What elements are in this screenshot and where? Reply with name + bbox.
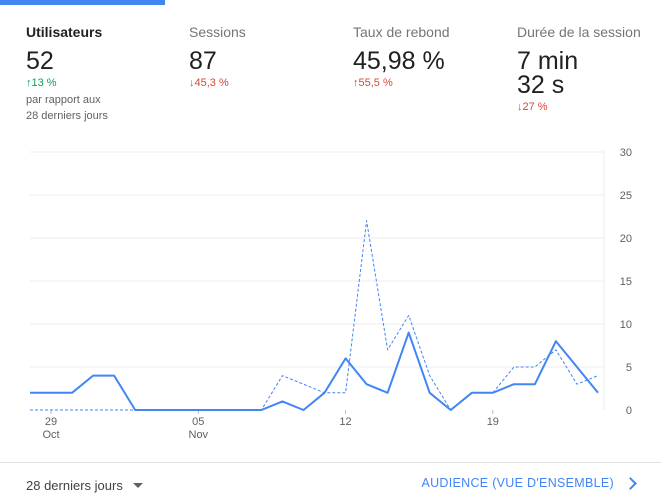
date-range-label: 28 derniers jours	[26, 478, 123, 493]
x-tick-month: Oct	[42, 429, 59, 441]
y-axis-ticks: 0 5 10 15 20 25 30	[620, 147, 632, 417]
arrow-up-icon: ↑	[26, 77, 32, 89]
card-footer: 28 derniers jours AUDIENCE (VUE D'ENSEMB…	[0, 463, 661, 503]
chevron-right-icon	[624, 476, 637, 490]
x-tick-month: Nov	[189, 429, 209, 441]
metric-change: ↓45,3 %	[189, 77, 229, 89]
metric-value: 87	[189, 47, 217, 75]
x-tick-day: 29	[45, 416, 57, 428]
arrow-up-icon: ↑	[353, 77, 359, 89]
users-line-chart: 0 5 10 15 20 25 30 29 Oct 05 Nov 12 19	[0, 140, 661, 450]
metric-label: Sessions	[189, 24, 246, 40]
grid-lines	[30, 150, 605, 410]
metric-change: ↑13 %	[26, 77, 57, 89]
metric-label: Taux de rebond	[353, 24, 450, 40]
metric-tab-bounce-rate[interactable]: Taux de rebond 45,98 % ↑55,5 %	[353, 24, 450, 89]
metric-change: ↑55,5 %	[353, 77, 393, 89]
current-series-line	[30, 331, 599, 411]
metric-tab-sessions[interactable]: Sessions 87 ↓45,3 %	[189, 24, 246, 89]
footer-divider	[0, 462, 661, 463]
metric-tab-users[interactable]: Utilisateurs 52 ↑13 % par rapport aux 28…	[26, 24, 136, 124]
comparison-series-line	[30, 220, 599, 411]
metric-tabs: Utilisateurs 52 ↑13 % par rapport aux 28…	[0, 0, 661, 140]
y-tick-label: 0	[626, 405, 632, 417]
arrow-down-icon: ↓	[517, 101, 523, 113]
comparison-note: par rapport aux 28 derniers jours	[26, 94, 108, 122]
active-tab-indicator	[0, 0, 165, 5]
audience-overview-label: AUDIENCE (VUE D'ENSEMBLE)	[421, 476, 614, 490]
metric-change: ↓27 %	[517, 101, 548, 113]
x-tick-day: 19	[487, 416, 499, 428]
metric-value: 7 min 32 s	[517, 47, 579, 99]
metric-value: 45,98 %	[353, 47, 445, 75]
y-tick-label: 30	[620, 147, 632, 159]
y-tick-label: 20	[620, 233, 632, 245]
audience-overview-link[interactable]: AUDIENCE (VUE D'ENSEMBLE)	[421, 476, 637, 490]
caret-down-icon	[132, 483, 143, 488]
x-tick-day: 05	[192, 416, 204, 428]
y-tick-label: 15	[620, 276, 632, 288]
metric-tab-session-duration[interactable]: Durée de la session 7 min 32 s ↓27 %	[517, 24, 641, 113]
metric-label: Durée de la session	[517, 24, 641, 40]
date-range-dropdown[interactable]: 28 derniers jours	[26, 478, 143, 493]
y-tick-label: 10	[620, 319, 632, 331]
y-tick-label: 25	[620, 190, 632, 202]
series-lines	[30, 220, 599, 411]
arrow-down-icon: ↓	[189, 77, 195, 89]
metric-value: 52	[26, 47, 54, 75]
x-tick-day: 12	[339, 416, 351, 428]
metric-label: Utilisateurs	[26, 24, 103, 40]
y-tick-label: 5	[626, 362, 632, 374]
